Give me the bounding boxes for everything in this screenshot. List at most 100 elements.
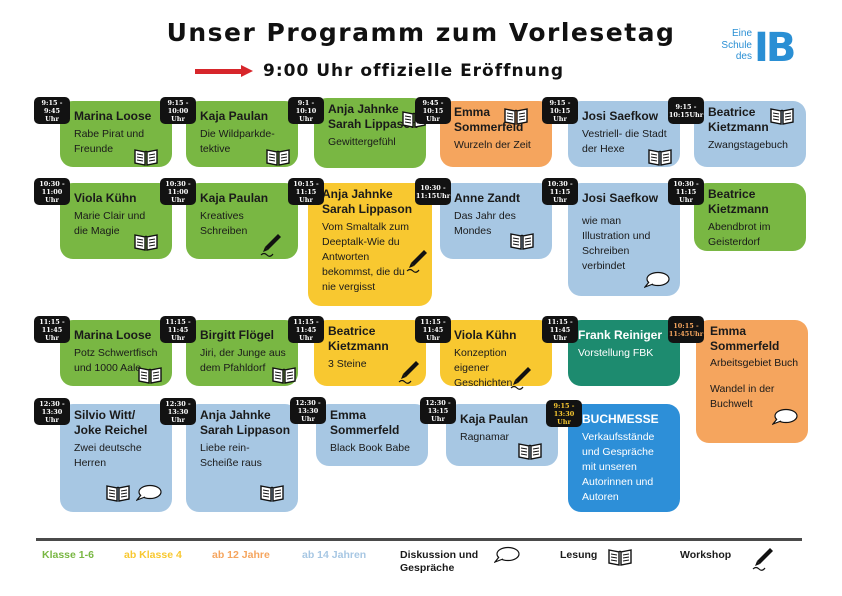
book-icon <box>106 484 130 507</box>
session-title: Zwangstagebuch <box>708 139 788 151</box>
session-speaker: Emma Sommerfeld <box>454 105 524 134</box>
time-badge: 10:30 -11:00 Uhr <box>34 178 70 205</box>
time-badge: 9:15 -9:45 Uhr <box>34 97 70 124</box>
session-title: Wurzeln der Zeit <box>454 139 531 151</box>
opening-text: 9:00 Uhr offizielle Eröffnung <box>263 61 565 81</box>
session-card: Anne Zandt Das Jahr des Mondes <box>440 183 552 259</box>
session-card: Beatrice Kietzmann 3 Steine <box>314 320 426 386</box>
ib-logo-mark: IB <box>754 25 796 71</box>
session-speaker: Emma Sommerfeld <box>710 324 780 353</box>
session-speaker: Beatrice Kietzmann <box>708 187 769 216</box>
arrow-right-icon <box>195 65 253 77</box>
session-card: Birgitt Flögel Jiri, der Junge aus dem Pfa… <box>186 320 298 386</box>
legend-format: Lesung <box>560 549 598 561</box>
book-icon <box>518 442 542 465</box>
legend-age-group: ab 12 Jahre <box>212 549 270 561</box>
legend-format: Diskussion und Gespräche <box>400 549 479 574</box>
session-speaker: Anne Zandt <box>454 191 520 205</box>
session-card: Kaja Paulan Kreatives Schreiben <box>186 183 298 259</box>
session-title: Konzeption eigener Geschichten <box>454 347 513 389</box>
time-badge: 12:30 -13:30 Uhr <box>34 398 70 425</box>
session-title: Liebe rein- Scheiße raus <box>200 442 262 469</box>
session-card: Silvio Witt/Joke Reichel Zwei deutsche Her… <box>60 404 172 512</box>
session-title: Verkaufsstände und Gespräche mit unseren Au… <box>582 431 655 503</box>
session-speaker: Silvio Witt/Joke Reichel <box>74 408 148 437</box>
speech-bubble-icon <box>643 271 670 294</box>
session-speaker: Emma Sommerfeld <box>330 408 400 437</box>
session-title: Zwei deutsche Herren <box>74 442 142 469</box>
pencil-icon <box>398 360 420 389</box>
pencil-icon <box>406 249 428 278</box>
session-title: Ragnamar <box>460 431 510 443</box>
session-card: Anja Jahnke Sarah Lippason Liebe rein- Sche… <box>186 404 298 512</box>
session-card: Frank Reiniger Vorstellung FBK <box>568 320 680 386</box>
legend-age-group: ab 14 Jahren <box>302 549 367 561</box>
session-title: Arbeitsgebiet Buch Wandel in der Buchwelt <box>710 357 799 410</box>
session-card: Josi Saefkow wie man Illustration und Schre… <box>568 183 680 296</box>
time-badge: 10:30 -11:15 Uhr <box>668 178 704 205</box>
opening-banner: 9:00 Uhr offizielle Eröffnung <box>195 60 564 82</box>
session-card: Anja Jahnke Sarah Lippason Vom Smaltalk zu… <box>308 183 432 306</box>
book-icon <box>266 148 290 171</box>
time-badge: 9:1 -10:10 Uhr <box>288 97 324 124</box>
time-badge: 10:30 -11:15 Uhr <box>542 178 578 205</box>
school-logo: Eine Schule des IB <box>718 22 808 82</box>
time-badge: 11:15 -11:45 Uhr <box>542 316 578 343</box>
time-badge: 11:15 -11:45 Uhr <box>160 316 196 343</box>
session-speaker: Marina Loose <box>74 328 152 342</box>
time-badge: 10:30 -11:00 Uhr <box>160 178 196 205</box>
session-title: 3 Steine <box>328 358 367 370</box>
session-card: Kaja Paulan Ragnamar <box>446 404 558 466</box>
session-card: Kaja Paulan Die Wildparkde-tektive <box>186 101 298 167</box>
book-icon <box>608 548 632 571</box>
time-badge: 11:15 -11:45 Uhr <box>288 316 324 343</box>
book-icon <box>272 366 296 389</box>
book-icon <box>260 484 284 507</box>
speech-bubble-icon <box>135 484 162 507</box>
book-icon <box>510 232 534 255</box>
session-card: BUCHMESSE Verkaufsstände und Gespräche mit … <box>568 404 680 512</box>
book-icon <box>134 233 158 256</box>
legend-age-group: Klasse 1-6 <box>42 549 94 561</box>
session-title: Vorstellung FBK <box>578 347 654 359</box>
session-speaker: Anja Jahnke Sarah Lippason <box>200 408 291 437</box>
session-title: Potz Schwertfisch und 1000 Aale <box>74 347 158 374</box>
session-speaker: Birgitt Flögel <box>200 328 274 342</box>
session-speaker: Anja Jahnke Sarah Lippason <box>328 102 419 131</box>
logo-text: Eine Schule des <box>721 28 752 62</box>
book-icon <box>134 148 158 171</box>
time-badge: 10:15 -11:45Uhr <box>668 316 704 343</box>
session-card: Anja Jahnke Sarah Lippason Gewittergefühl <box>314 98 426 168</box>
session-title: Black Book Babe <box>330 442 410 454</box>
legend-age-group: ab Klasse 4 <box>124 549 182 561</box>
session-speaker: Josi Saefkow <box>582 109 659 123</box>
session-speaker: Kaja Paulan <box>460 412 529 426</box>
session-card: Beatrice Kietzmann Zwangstagebuch <box>694 101 806 167</box>
session-title: Vestriell- die Stadt der Hexe <box>582 128 667 155</box>
book-icon <box>504 107 528 130</box>
time-badge: 11:15 -11:45 Uhr <box>34 316 70 343</box>
session-speaker: Kaja Paulan <box>200 191 269 205</box>
time-badge: 9:45 -10:15 Uhr <box>415 97 451 124</box>
time-badge: 10:15 -11:15 Uhr <box>288 178 324 205</box>
book-icon <box>770 107 794 130</box>
session-speaker: Viola Kühn <box>74 191 137 205</box>
time-badge: 9:15 -10:15Uhr <box>668 97 704 124</box>
session-speaker: Viola Kühn <box>454 328 517 342</box>
time-badge: 9:15 -10:00 Uhr <box>160 97 196 124</box>
legend-format: Workshop <box>680 549 732 561</box>
time-badge: 12:30 -13:30 Uhr <box>160 398 196 425</box>
session-card: Viola Kühn Marie Clair und die Magie <box>60 183 172 259</box>
book-icon <box>138 366 162 389</box>
page-title: Unser Programm zum Vorlesetag <box>166 18 676 47</box>
session-speaker: Frank Reiniger <box>578 328 663 342</box>
session-speaker: Beatrice Kietzmann <box>328 324 389 353</box>
time-badge: 9:15 -10:15 Uhr <box>542 97 578 124</box>
time-badge: 12:30 -13:30 Uhr <box>290 397 326 424</box>
pencil-icon <box>260 233 282 262</box>
session-title: Marie Clair und die Magie <box>74 210 146 237</box>
session-card: Emma Sommerfeld Arbeitsgebiet Buch Wandel i… <box>696 320 808 443</box>
session-speaker: Anja Jahnke Sarah Lippason <box>322 187 413 216</box>
session-speaker: BUCHMESSE <box>582 412 659 426</box>
book-icon <box>648 148 672 171</box>
